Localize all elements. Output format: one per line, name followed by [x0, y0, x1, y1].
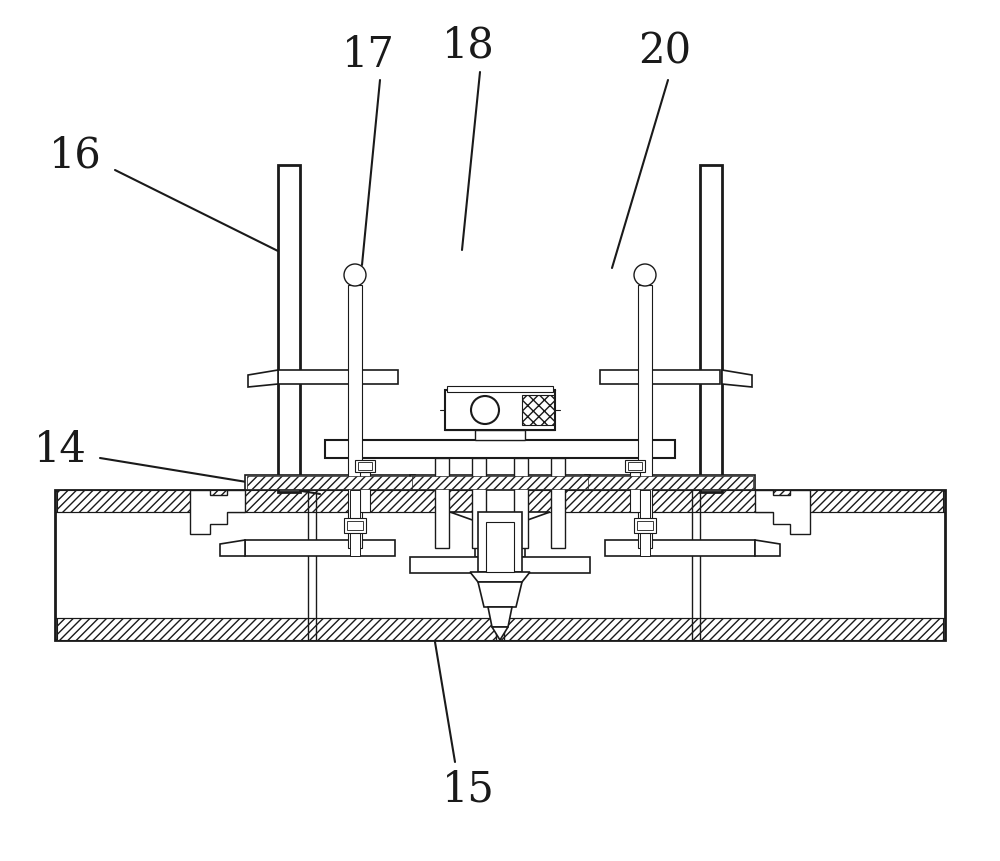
Bar	[247, 476, 413, 489]
Bar	[245, 475, 415, 490]
Bar	[587, 476, 753, 489]
Polygon shape	[220, 540, 245, 556]
Circle shape	[471, 396, 499, 424]
Bar	[350, 490, 360, 556]
Text: 18: 18	[442, 24, 494, 66]
Bar	[585, 475, 755, 490]
Polygon shape	[492, 627, 508, 640]
Polygon shape	[755, 540, 780, 556]
Bar	[360, 472, 370, 512]
Bar	[412, 476, 588, 489]
Polygon shape	[190, 490, 245, 534]
Bar	[634, 518, 656, 533]
Bar	[347, 521, 363, 530]
Polygon shape	[478, 582, 522, 607]
Bar	[472, 458, 486, 548]
Bar	[55, 490, 945, 640]
Text: 16: 16	[49, 134, 101, 176]
Bar	[638, 285, 652, 548]
Circle shape	[344, 264, 366, 286]
Bar	[600, 370, 720, 384]
Polygon shape	[755, 490, 810, 534]
Bar	[344, 518, 366, 533]
Bar	[278, 370, 398, 384]
Bar	[605, 540, 755, 556]
Bar	[628, 462, 642, 470]
Bar	[57, 618, 943, 640]
Bar	[447, 386, 553, 392]
Bar	[358, 462, 372, 470]
Bar	[57, 490, 943, 512]
Circle shape	[634, 264, 656, 286]
Bar	[522, 395, 554, 425]
Bar	[475, 430, 525, 440]
Bar	[348, 285, 362, 548]
Bar	[410, 475, 590, 490]
Text: 17: 17	[342, 34, 394, 76]
Text: 20: 20	[638, 31, 692, 73]
Bar	[325, 440, 675, 458]
Bar	[700, 165, 722, 492]
Polygon shape	[722, 370, 752, 387]
Polygon shape	[488, 607, 512, 627]
Bar	[478, 490, 522, 514]
Bar	[355, 460, 375, 472]
Bar	[435, 458, 449, 548]
Bar	[637, 521, 653, 530]
Polygon shape	[470, 572, 530, 582]
Bar	[245, 540, 395, 556]
Text: 14: 14	[34, 429, 86, 471]
Bar	[445, 390, 555, 430]
Polygon shape	[248, 370, 278, 387]
Bar	[625, 460, 645, 472]
Bar	[485, 455, 515, 547]
Polygon shape	[450, 512, 550, 522]
Bar	[475, 445, 525, 557]
Bar	[478, 512, 522, 572]
Bar	[410, 557, 590, 573]
Bar	[278, 165, 300, 492]
Bar	[551, 458, 565, 548]
Bar	[640, 490, 650, 556]
Bar	[630, 472, 640, 512]
Text: 15: 15	[442, 769, 494, 811]
Bar	[514, 458, 528, 548]
Bar	[486, 522, 514, 572]
